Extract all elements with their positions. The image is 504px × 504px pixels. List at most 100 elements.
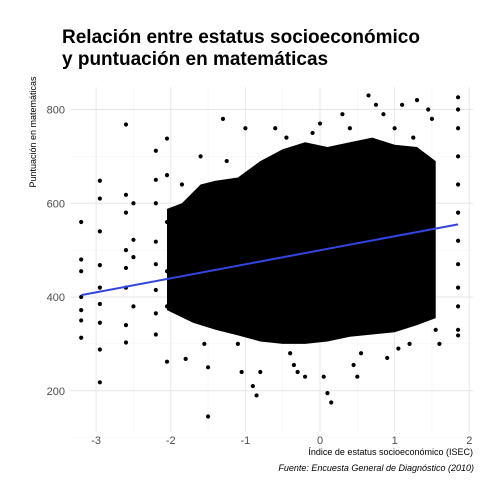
x-tick-label: -1 xyxy=(240,435,250,447)
data-point xyxy=(340,112,345,117)
data-point xyxy=(276,154,282,159)
data-point xyxy=(153,148,158,153)
data-point xyxy=(198,219,203,225)
data-point xyxy=(455,238,461,243)
data-point xyxy=(97,301,102,307)
data-point xyxy=(455,285,461,290)
data-point xyxy=(183,313,188,318)
data-point xyxy=(131,255,136,260)
data-point xyxy=(164,269,170,274)
data-point xyxy=(310,130,315,136)
scatter-points xyxy=(79,93,461,419)
data-point xyxy=(235,341,241,346)
data-point xyxy=(153,332,158,337)
data-point xyxy=(131,304,136,309)
data-point xyxy=(153,177,158,182)
data-point xyxy=(205,414,211,419)
data-point xyxy=(396,346,401,351)
data-point xyxy=(239,369,244,375)
x-tick-label: 2 xyxy=(466,435,472,447)
data-point xyxy=(321,374,326,379)
y-tick-label: 600 xyxy=(47,198,65,210)
data-point xyxy=(455,210,461,215)
data-point xyxy=(426,107,431,112)
data-point xyxy=(411,135,416,140)
data-point xyxy=(455,107,461,112)
data-point xyxy=(164,359,170,364)
data-point xyxy=(455,327,461,332)
chart-title-line-1: Relación entre estatus socioeconómico xyxy=(62,27,420,48)
data-point xyxy=(228,238,233,243)
data-point xyxy=(179,208,185,213)
data-point xyxy=(392,126,397,131)
data-point xyxy=(153,262,158,267)
data-point xyxy=(228,191,233,196)
point-cloud-core xyxy=(167,137,436,344)
y-tick-label: 800 xyxy=(47,105,65,117)
chart-title-line-2: y puntuación en matemáticas xyxy=(62,49,328,70)
data-point xyxy=(205,365,211,370)
data-point xyxy=(250,383,255,389)
data-point xyxy=(288,351,293,356)
data-point xyxy=(123,265,129,271)
data-point xyxy=(400,102,405,107)
data-point xyxy=(123,192,129,197)
data-point xyxy=(220,116,226,121)
dense-point-cloud xyxy=(167,137,436,344)
data-point xyxy=(302,374,308,379)
data-point xyxy=(79,294,84,300)
data-point xyxy=(79,335,84,340)
data-point xyxy=(258,369,263,375)
data-point xyxy=(164,304,170,309)
data-point xyxy=(97,320,102,325)
data-point xyxy=(407,341,412,346)
data-point xyxy=(131,237,136,242)
data-point xyxy=(373,102,379,107)
data-point xyxy=(250,173,255,178)
data-point xyxy=(385,355,390,361)
data-point xyxy=(284,135,289,140)
data-point xyxy=(455,262,461,267)
data-point xyxy=(232,304,237,309)
data-point xyxy=(381,112,386,117)
x-axis-ticks: -3 -2 -1 0 1 2 xyxy=(91,435,472,447)
data-point xyxy=(355,374,360,379)
data-point xyxy=(317,121,323,126)
data-point xyxy=(455,304,461,309)
y-axis-label: Puntuación en matemáticas xyxy=(28,76,38,188)
y-tick-label: 400 xyxy=(47,292,65,304)
data-point xyxy=(366,93,371,98)
data-point xyxy=(325,390,330,396)
trend-line-group xyxy=(81,223,459,297)
data-point xyxy=(97,380,102,385)
data-point xyxy=(97,196,102,201)
x-tick-label: 0 xyxy=(317,435,323,447)
data-point xyxy=(261,182,267,187)
data-point xyxy=(183,356,188,361)
data-point xyxy=(153,311,158,316)
data-point xyxy=(164,136,170,141)
data-point xyxy=(329,400,334,405)
data-point xyxy=(455,126,461,131)
data-point xyxy=(123,122,129,127)
data-point xyxy=(254,393,259,398)
y-tick-label: 200 xyxy=(47,386,65,398)
data-point xyxy=(79,308,84,313)
data-point xyxy=(273,126,278,131)
data-point xyxy=(79,219,84,225)
data-point xyxy=(433,327,438,332)
data-point xyxy=(79,257,84,262)
x-tick-label: -3 xyxy=(91,435,101,447)
data-point xyxy=(97,229,102,234)
data-point xyxy=(79,269,84,274)
data-point xyxy=(97,263,102,268)
data-point xyxy=(455,182,461,187)
data-point xyxy=(97,347,102,352)
x-tick-label: 1 xyxy=(392,435,398,447)
data-point xyxy=(437,341,442,346)
data-point xyxy=(358,351,364,356)
x-axis-label: Índice de estatus socioeconómico (ISEC) xyxy=(308,447,473,457)
data-point xyxy=(243,126,248,131)
x-tick-label: -2 xyxy=(166,435,176,447)
